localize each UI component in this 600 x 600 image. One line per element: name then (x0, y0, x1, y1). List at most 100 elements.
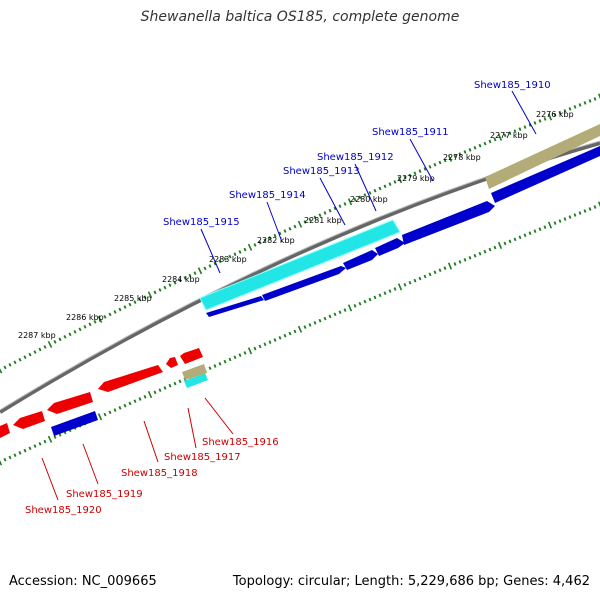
scale-tick (53, 340, 57, 344)
inner-tick (278, 336, 282, 340)
gene-reverse[interactable] (98, 365, 163, 392)
inner-tick (313, 321, 317, 325)
inner-tick (488, 247, 492, 252)
inner-tick (28, 446, 32, 451)
gene-forward[interactable] (491, 146, 600, 203)
scale-tick (538, 119, 542, 123)
scale-tick (283, 229, 287, 233)
scale-tick (168, 283, 172, 287)
inner-tick (297, 325, 303, 333)
gene-label-reverse[interactable]: Shew185_1918 (121, 468, 198, 479)
scale-tick (428, 165, 432, 169)
gene-tan[interactable] (182, 364, 207, 380)
gene-reverse[interactable] (0, 423, 10, 438)
scale-tick (553, 113, 557, 117)
gene-cyan[interactable] (184, 373, 208, 388)
inner-tick (218, 361, 222, 366)
genome-stats-text: Topology: circular; Length: 5,229,686 bp… (232, 574, 590, 589)
inner-tick (443, 266, 447, 270)
gene-label-forward[interactable]: Shew185_1910 (474, 80, 551, 91)
inner-tick (53, 435, 57, 439)
scale-tick (47, 340, 53, 348)
gene-label-reverse[interactable]: Shew185_1917 (164, 452, 241, 463)
map-title: Shewanella baltica OS185, complete genom… (140, 9, 460, 25)
gene-label-reverse[interactable]: Shew185_1919 (66, 489, 143, 500)
inner-tick (178, 379, 182, 384)
inner-tick (147, 391, 153, 399)
scale-tick (238, 250, 242, 254)
scale-tick (318, 213, 322, 218)
gene-forward[interactable] (343, 250, 378, 270)
inner-tick (208, 366, 212, 371)
kbp-label: 2279 kbp (397, 174, 435, 183)
scale-tick (383, 184, 387, 189)
scale-tick (593, 97, 597, 101)
inner-tick (0, 460, 3, 466)
inner-tick (358, 301, 362, 306)
inner-tick (483, 249, 487, 254)
inner-tick (438, 268, 442, 273)
scale-tick (93, 320, 97, 324)
gene-label-forward[interactable]: Shew185_1914 (229, 190, 306, 201)
gene-label-forward[interactable]: Shew185_1912 (317, 152, 394, 163)
inner-tick (118, 406, 122, 410)
scale-tick (218, 259, 222, 264)
scale-tick (488, 139, 492, 144)
inner-tick (228, 357, 232, 362)
inner-tick (293, 329, 297, 334)
gene-forward[interactable] (206, 296, 264, 317)
inner-tick (568, 215, 572, 219)
kbp-label: 2282 kbp (257, 236, 295, 245)
scale-tick (63, 335, 67, 339)
gene-cyan[interactable] (199, 219, 401, 311)
inner-tick (308, 323, 312, 327)
inner-tick (593, 205, 597, 209)
inner-tick (403, 282, 407, 287)
scale-tick (343, 202, 347, 206)
inner-tick (38, 441, 42, 446)
scale-tick (568, 107, 572, 111)
scale-tick (397, 176, 403, 184)
scale-tick (413, 171, 417, 176)
scale-tick (188, 273, 192, 278)
gene-label-reverse[interactable]: Shew185_1916 (202, 437, 279, 448)
kbp-label: 2276 kbp (536, 110, 574, 119)
gene-reverse[interactable] (166, 357, 178, 368)
inner-tick (528, 231, 532, 236)
inner-tick (513, 237, 517, 242)
inner-tick (347, 304, 353, 312)
kbp-label: 2278 kbp (443, 153, 481, 162)
kbp-label: 2284 kbp (162, 275, 200, 284)
gene-label-forward[interactable]: Shew185_1913 (283, 166, 360, 177)
inner-tick (408, 280, 412, 285)
gene-label-forward[interactable]: Shew185_1915 (163, 217, 240, 228)
scale-tick (583, 101, 587, 105)
scale-tick (278, 231, 282, 236)
gene-forward[interactable] (262, 266, 346, 301)
gene-reverse[interactable] (13, 411, 45, 429)
gene-forward[interactable] (51, 411, 98, 436)
gene-label-reverse[interactable]: Shew185_1920 (25, 505, 102, 516)
inner-tick (493, 245, 497, 250)
scale-tick (403, 175, 407, 180)
gene-forward[interactable] (402, 201, 495, 245)
inner-tick (328, 314, 332, 319)
inner-tick (383, 291, 387, 296)
gene-label-forward[interactable]: Shew185_1911 (372, 127, 449, 138)
gene-tan[interactable] (485, 124, 600, 189)
gene-reverse[interactable] (47, 392, 93, 414)
inner-tick (503, 241, 507, 246)
inner-tick (108, 410, 112, 415)
kbp-label: 2281 kbp (304, 216, 342, 225)
inner-tick (258, 344, 262, 349)
scale-tick (303, 220, 307, 224)
scale-tick (438, 160, 442, 165)
scale-tick (243, 247, 247, 252)
scale-tick (563, 109, 567, 113)
scale-tick (38, 347, 42, 352)
inner-tick (423, 274, 427, 279)
scale-tick (338, 204, 342, 209)
scale-tick (268, 236, 272, 240)
gene-reverse[interactable] (180, 348, 203, 364)
gene-forward[interactable] (375, 238, 405, 256)
